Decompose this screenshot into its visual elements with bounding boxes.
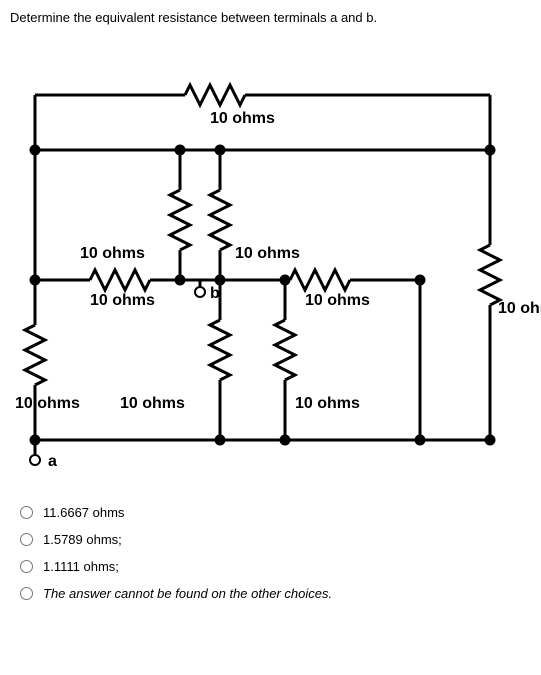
label-top-resistor: 10 ohms [210, 110, 275, 128]
terminal-a-label: a [48, 453, 57, 471]
option-3-radio[interactable] [20, 560, 33, 573]
label-bottom-mid1: 10 ohms [120, 395, 185, 413]
option-3-label: 1.1111 ohms; [43, 559, 119, 574]
label-far-right: 10 ohm [498, 300, 541, 318]
circuit-diagram: 10 ohms 10 ohms 10 ohms 10 ohms 10 ohms … [10, 45, 530, 475]
option-2[interactable]: 1.5789 ohms; [20, 532, 531, 547]
label-mid-right-h: 10 ohms [305, 292, 370, 310]
question-text: Determine the equivalent resistance betw… [10, 10, 531, 25]
label-bottom-mid2: 10 ohms [295, 395, 360, 413]
option-1[interactable]: 11.6667 ohms [20, 505, 531, 520]
option-4-label: The answer cannot be found on the other … [43, 586, 332, 601]
option-1-radio[interactable] [20, 506, 33, 519]
label-left-vert1: 10 ohms [80, 245, 145, 263]
label-mid-vert1: 10 ohms [235, 245, 300, 263]
option-2-radio[interactable] [20, 533, 33, 546]
option-2-label: 1.5789 ohms; [43, 532, 122, 547]
option-3[interactable]: 1.1111 ohms; [20, 559, 531, 574]
label-bottom-left-v: 10 ohms [15, 395, 80, 413]
option-1-label: 11.6667 ohms [43, 505, 124, 520]
option-4[interactable]: The answer cannot be found on the other … [20, 586, 531, 601]
terminal-b-label: b [210, 285, 220, 303]
label-mid-left-h: 10 ohms [90, 292, 155, 310]
option-4-radio[interactable] [20, 587, 33, 600]
options-list: 11.6667 ohms 1.5789 ohms; 1.1111 ohms; T… [10, 505, 531, 601]
